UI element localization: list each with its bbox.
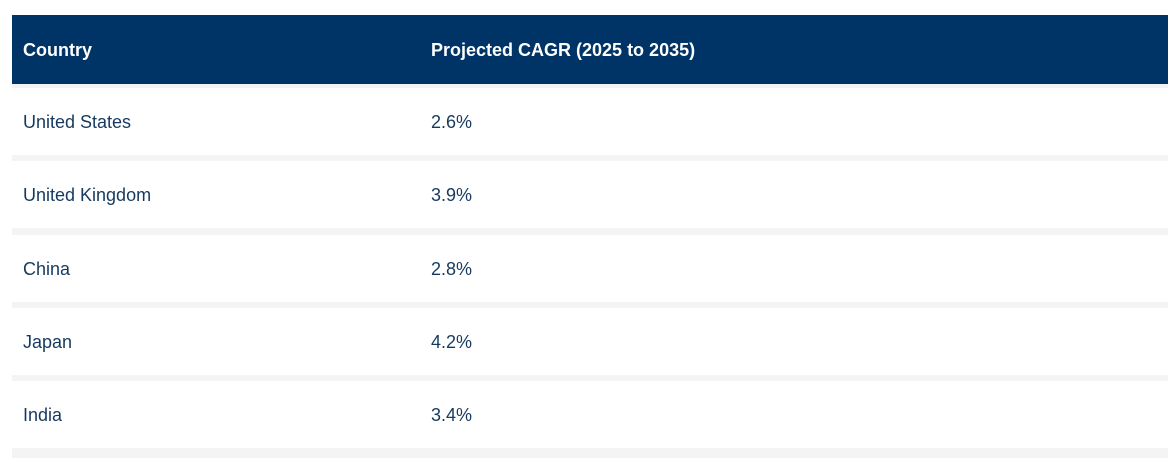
table-header-row: Country Projected CAGR (2025 to 2035) xyxy=(12,15,1168,84)
table-row: United Kingdom 3.9% xyxy=(12,161,1168,228)
table-row: United States 2.6% xyxy=(12,88,1168,155)
country-cell: India xyxy=(23,405,63,425)
table-row: Japan 4.2% xyxy=(12,308,1168,375)
table-row: China 2.8% xyxy=(12,235,1168,302)
cagr-cell: 2.8% xyxy=(431,259,473,279)
cagr-cell: 4.2% xyxy=(431,332,473,352)
cagr-cell: 2.6% xyxy=(431,112,473,132)
column-header-cagr: Projected CAGR (2025 to 2035) xyxy=(431,40,696,60)
cagr-cell: 3.4% xyxy=(431,405,473,425)
cagr-cell: 3.9% xyxy=(431,185,473,205)
column-header-country: Country xyxy=(23,40,92,60)
country-cell: United Kingdom xyxy=(23,185,152,205)
country-cell: Japan xyxy=(23,332,73,352)
table-row: India 3.4% xyxy=(12,381,1168,448)
cagr-table: Country Projected CAGR (2025 to 2035) Un… xyxy=(12,15,1168,458)
country-cell: United States xyxy=(23,112,132,132)
country-cell: China xyxy=(23,259,71,279)
